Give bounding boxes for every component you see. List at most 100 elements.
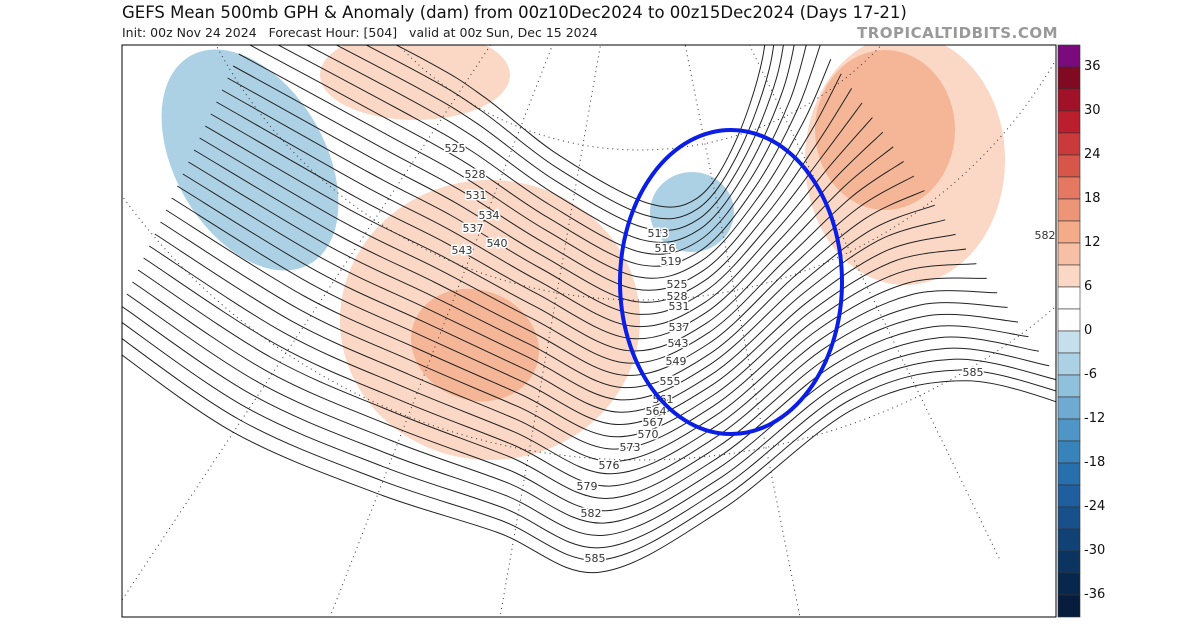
colorbar-segment: [1057, 66, 1081, 90]
height-contour: [171, 197, 956, 425]
height-contour: [143, 257, 1008, 487]
colorbar-segment: [1057, 440, 1081, 464]
contour-label: 519: [661, 255, 682, 268]
contour-label: 585: [963, 366, 984, 379]
height-contour: [227, 77, 853, 303]
anomaly-region: [815, 50, 955, 210]
contour-label: 564: [646, 405, 667, 418]
contour-label: 537: [463, 222, 484, 235]
colorbar-segment: [1057, 132, 1081, 156]
colorbar-segment: [1057, 308, 1081, 332]
height-contour: [305, 45, 795, 243]
colorbar-segment: [1057, 352, 1081, 376]
contour-label: 531: [466, 189, 487, 202]
colorbar-label: 12: [1084, 235, 1101, 250]
height-contour: [122, 305, 1050, 536]
contour-label: 567: [643, 416, 664, 429]
contour-label: 528: [667, 290, 688, 303]
contour-labels: 5255285315345375405435135165195255285315…: [443, 141, 1056, 567]
height-contour: [210, 113, 884, 340]
height-contour: [188, 161, 925, 389]
anomaly-region: [161, 49, 339, 271]
colorbar-segment: [1057, 506, 1081, 530]
contour-label: 525: [445, 142, 466, 155]
contour-label: 549: [666, 355, 687, 368]
contour-label: 528: [465, 168, 486, 181]
height-contour: [395, 45, 766, 208]
brand-watermark: TROPICALTIDBITS.COM: [857, 24, 1058, 42]
height-contour: [132, 281, 1029, 512]
height-contour: [221, 89, 863, 315]
colorbar-segment: [1057, 528, 1081, 552]
map-frame: [121, 44, 1057, 618]
height-contour: [199, 137, 904, 364]
contour-label: 582: [1035, 229, 1056, 242]
height-contour: [176, 185, 946, 413]
colorbar-segment: [1057, 462, 1081, 486]
map-area: 5255285315345375405435135165195255285315…: [122, 45, 1056, 617]
height-contour: [137, 269, 1019, 499]
colorbar-segment: [1057, 154, 1081, 178]
colorbar: [1057, 44, 1081, 618]
contour-label: 516: [655, 242, 676, 255]
contour-label: 573: [620, 441, 641, 454]
contour-label: 543: [452, 244, 473, 257]
height-contour: [165, 209, 967, 438]
colorbar-segment: [1057, 550, 1081, 574]
colorbar-segment: [1057, 286, 1081, 310]
colorbar-label: -12: [1084, 411, 1106, 426]
contour-label: 582: [581, 507, 602, 520]
height-contour: [232, 65, 842, 291]
height-contours: [122, 45, 1056, 574]
contour-label: 537: [669, 321, 690, 334]
colorbar-label: -6: [1084, 367, 1097, 382]
height-contour: [193, 149, 915, 376]
contour-label: 585: [585, 552, 606, 565]
height-contour: [216, 101, 873, 328]
height-contour: [122, 354, 1056, 574]
colorbar-segment: [1057, 198, 1081, 222]
colorbar-segment: [1057, 374, 1081, 398]
longitude-line: [122, 45, 492, 601]
lat-lon-grid: [122, 45, 1056, 617]
contour-label: 576: [599, 459, 620, 472]
colorbar-segment: [1057, 176, 1081, 200]
map-title: GEFS Mean 500mb GPH & Anomaly (dam) from…: [122, 3, 907, 22]
colorbar-segment: [1057, 484, 1081, 508]
colorbar-segment: [1057, 418, 1081, 442]
height-contour: [335, 45, 784, 232]
colorbar-label: 18: [1084, 191, 1101, 206]
colorbar-label: 24: [1084, 147, 1101, 162]
colorbar-segment: [1057, 88, 1081, 112]
longitude-line: [748, 45, 1001, 561]
contour-label: 525: [667, 278, 688, 291]
colorbar-segment: [1057, 396, 1081, 420]
colorbar-label: -30: [1084, 543, 1106, 558]
height-contour: [154, 233, 987, 462]
colorbar-segment: [1057, 572, 1081, 596]
height-contour: [122, 338, 1056, 561]
colorbar-segment: [1057, 330, 1081, 354]
colorbar-segment: [1057, 264, 1081, 288]
colorbar-label: 0: [1084, 323, 1093, 338]
anomaly-region: [320, 45, 510, 120]
height-contour: [365, 45, 775, 220]
height-contour: [182, 173, 935, 401]
anomaly-region: [411, 288, 539, 402]
highlight-ellipse: [618, 128, 844, 436]
height-contour: [122, 321, 1056, 549]
height-contour: [148, 245, 998, 475]
colorbar-segment: [1057, 242, 1081, 266]
contour-label: 555: [660, 375, 681, 388]
contour-label: 579: [577, 480, 598, 493]
contour-label: 534: [479, 209, 500, 222]
contour-label: 513: [648, 227, 669, 240]
colorbar-label: -18: [1084, 455, 1106, 470]
height-contour: [160, 221, 977, 450]
height-contour: [204, 125, 894, 352]
contour-label: 540: [487, 237, 508, 250]
colorbar-label: -24: [1084, 499, 1106, 514]
map-subtitle: Init: 00z Nov 24 2024 Forecast Hour: [50…: [122, 25, 598, 40]
contour-label: 543: [668, 337, 689, 350]
